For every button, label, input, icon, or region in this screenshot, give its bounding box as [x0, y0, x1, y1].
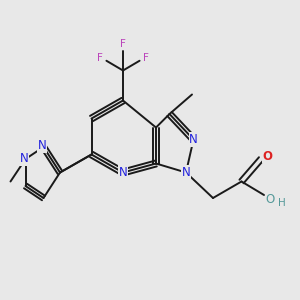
Text: N: N: [182, 166, 190, 179]
Text: N: N: [38, 139, 46, 152]
Text: N: N: [189, 133, 198, 146]
Text: O: O: [262, 149, 273, 163]
Text: N: N: [20, 152, 28, 166]
Text: O: O: [266, 193, 274, 206]
Text: F: F: [120, 39, 126, 50]
Text: N: N: [118, 166, 127, 179]
Text: H: H: [278, 197, 285, 208]
Text: F: F: [143, 53, 149, 63]
Text: F: F: [97, 53, 103, 63]
